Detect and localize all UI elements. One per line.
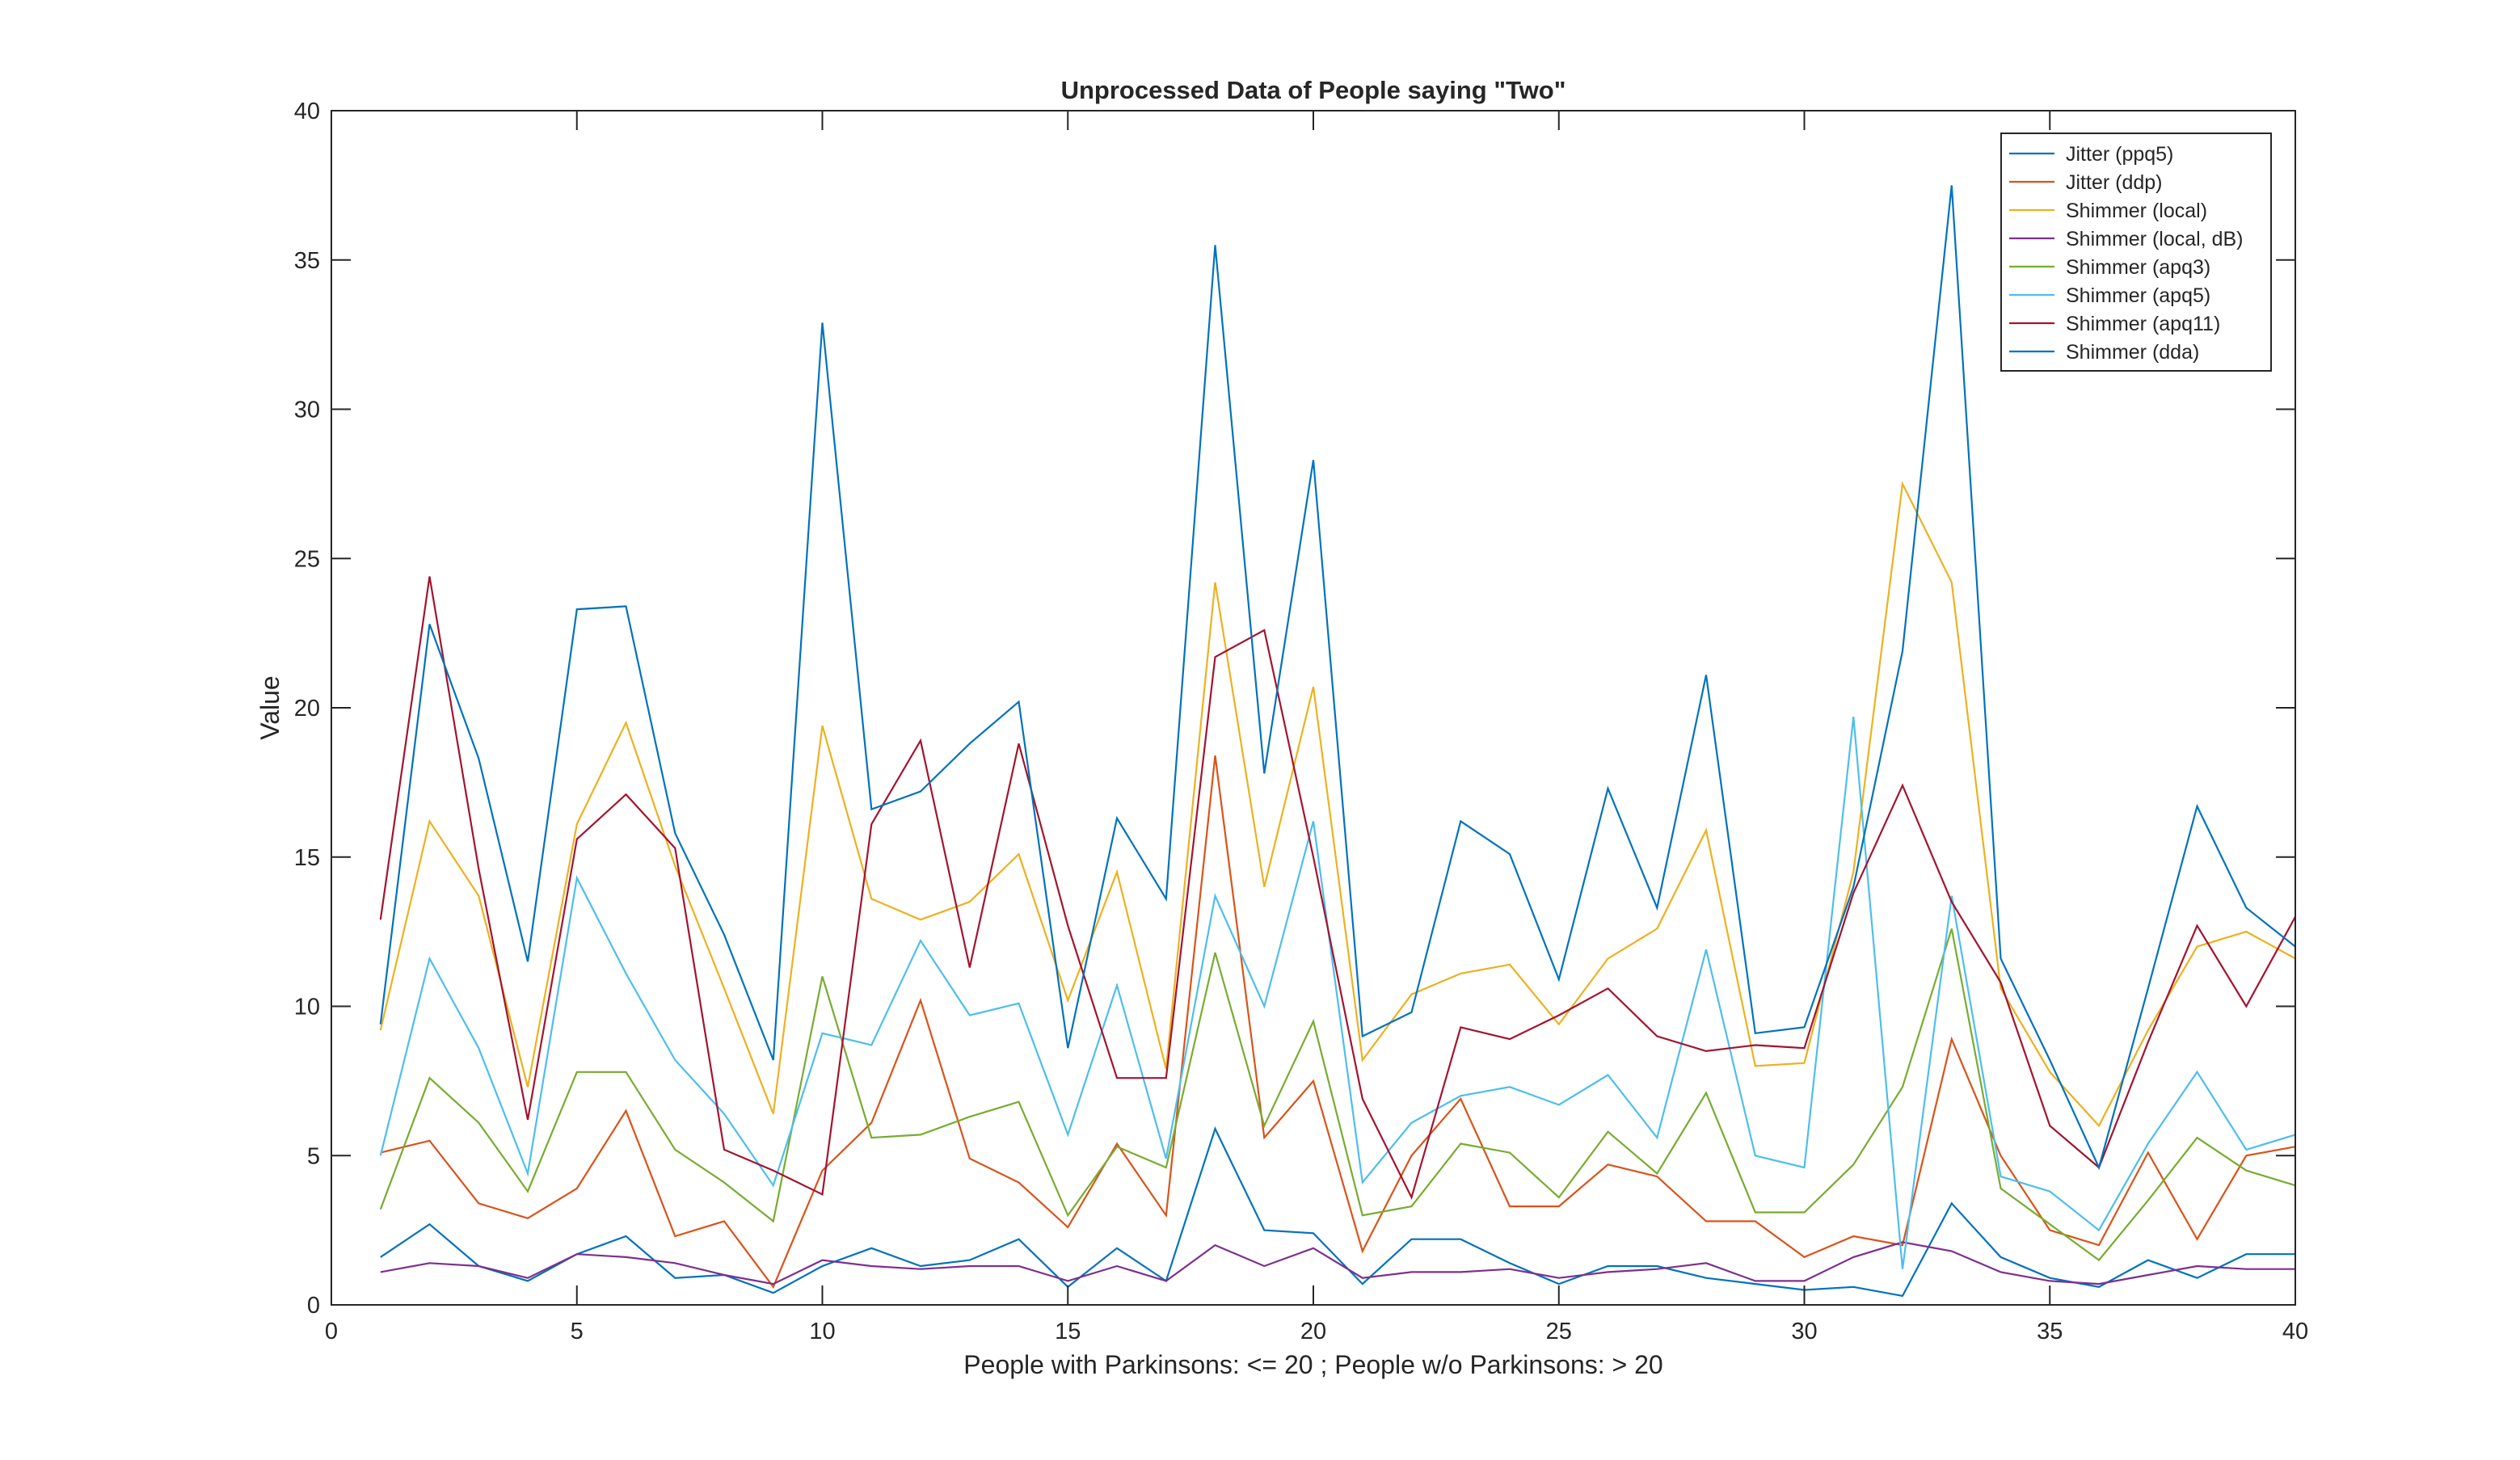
y-tick-label: 25 bbox=[294, 546, 320, 572]
y-tick-label: 30 bbox=[294, 398, 320, 423]
plot-background bbox=[331, 111, 2295, 1305]
x-tick-label: 10 bbox=[809, 1319, 835, 1344]
y-tick-label: 20 bbox=[294, 696, 320, 722]
series-line-8 bbox=[379, 185, 2296, 1171]
x-axis-label: People with Parkinsons: <= 20 ; People w… bbox=[963, 1350, 1662, 1379]
x-tick-label: 25 bbox=[1546, 1319, 1572, 1344]
x-axis-ticks: 0 5 10 15 20 25 30 35 40 bbox=[325, 111, 2308, 1344]
y-tick-label: 15 bbox=[294, 845, 320, 871]
x-tick-label: 30 bbox=[1791, 1319, 1817, 1344]
legend-label: Shimmer (local) bbox=[2066, 200, 2207, 222]
x-tick-label: 0 bbox=[325, 1319, 338, 1344]
y-tick-label: 35 bbox=[294, 248, 320, 274]
series-line-1 bbox=[380, 1126, 2295, 1298]
series-layer bbox=[379, 185, 2296, 1298]
series-line-5 bbox=[379, 928, 2296, 1262]
x-tick-label: 15 bbox=[1055, 1319, 1081, 1344]
series-line-7 bbox=[379, 576, 2296, 1201]
series-line-6 bbox=[379, 716, 2296, 1269]
y-axis-ticks: 0 5 10 15 20 25 30 35 40 bbox=[294, 99, 2295, 1319]
x-tick-label: 5 bbox=[571, 1319, 584, 1344]
series-line-3 bbox=[379, 481, 2296, 1128]
y-axis-label: Value bbox=[255, 675, 284, 739]
legend-label: Jitter (ppq5) bbox=[2066, 143, 2173, 166]
series-line-2 bbox=[380, 755, 2296, 1289]
legend-label: Shimmer (dda) bbox=[2066, 341, 2199, 364]
x-tick-label: 35 bbox=[2037, 1319, 2063, 1344]
x-tick-label: 20 bbox=[1300, 1319, 1326, 1344]
y-tick-label: 40 bbox=[294, 99, 320, 124]
legend-label: Shimmer (apq5) bbox=[2066, 284, 2210, 307]
y-tick-label: 0 bbox=[307, 1293, 320, 1319]
legend-label: Jitter (ddp) bbox=[2066, 171, 2162, 194]
legend-box bbox=[2000, 133, 2272, 372]
x-tick-label: 40 bbox=[2282, 1319, 2308, 1344]
series-line-4 bbox=[380, 1241, 2295, 1285]
legend-label: Shimmer (apq11) bbox=[2066, 313, 2220, 335]
legend-label: Shimmer (apq3) bbox=[2066, 256, 2210, 279]
y-tick-label: 10 bbox=[294, 995, 320, 1020]
legend: Jitter (ppq5) Jitter (ddp) Shimmer (local)… bbox=[2000, 133, 2272, 372]
y-tick-label: 5 bbox=[307, 1143, 320, 1169]
chart-title: Unprocessed Data of People saying "Two" bbox=[1061, 76, 1566, 104]
legend-label: Shimmer (local, dB) bbox=[2066, 228, 2244, 250]
